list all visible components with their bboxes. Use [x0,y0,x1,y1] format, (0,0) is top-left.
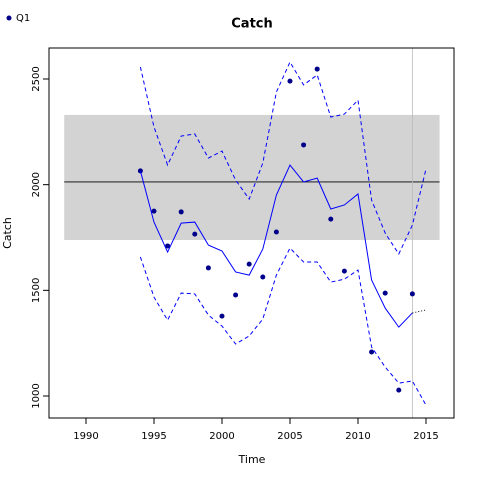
shaded-region [64,114,440,241]
data-point [151,208,157,214]
x-axis-label: Time [238,453,266,466]
data-point [382,290,388,296]
data-point [396,387,402,393]
data-point [273,229,279,235]
data-point [246,261,252,267]
data-point [260,274,266,280]
data-point [192,231,198,237]
legend-marker [6,15,12,21]
y-tick-label: 2000 [31,172,42,197]
x-tick-label: 2000 [209,431,234,442]
series-line [139,247,427,406]
x-tick-label: 2005 [277,431,302,442]
data-point [369,349,375,355]
legend-label: Q1 [16,13,30,24]
data-point [178,209,184,215]
series-line [139,61,427,256]
data-point [287,78,293,84]
data-point [165,243,171,249]
data-point [409,291,415,297]
x-tick-label: 1995 [141,431,166,442]
series-line [412,309,427,314]
chart-title: Catch [231,17,273,32]
x-tick-label: 1990 [73,431,98,442]
x-tick-label: 2015 [413,431,438,442]
x-tick-label: 2010 [345,431,370,442]
data-point [219,313,225,319]
y-tick-label: 1500 [31,278,42,303]
data-point [233,292,239,298]
series-line [139,164,413,328]
y-tick-label: 2500 [31,66,42,91]
y-tick-label: 1000 [31,383,42,408]
data-point [301,142,307,148]
data-point [328,216,334,222]
data-point [341,268,347,274]
y-axis-label: Catch [1,217,14,249]
plot-frame [48,47,455,419]
data-point [314,66,320,72]
data-point [205,265,211,271]
